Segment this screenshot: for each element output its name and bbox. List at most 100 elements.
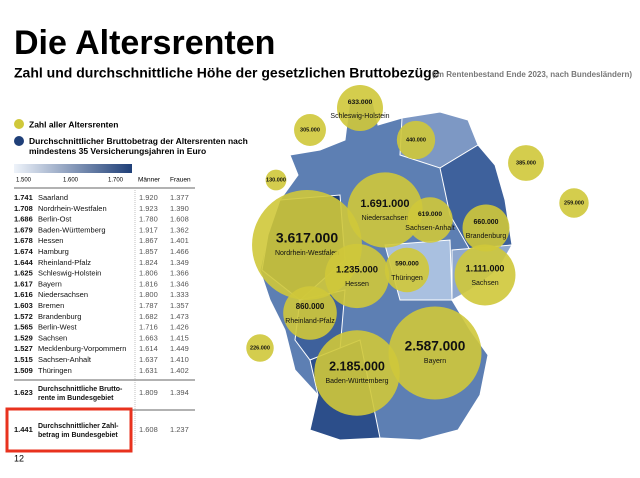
amount: 1.674 <box>14 247 34 256</box>
state-name: Berlin-Ost <box>38 215 72 224</box>
bubble-value: 259.000 <box>564 200 584 206</box>
amount: 1.824 <box>139 258 158 267</box>
amount: 1.362 <box>170 225 189 234</box>
bubble-value: 305.000 <box>300 127 320 133</box>
amount: 1.509 <box>14 366 33 375</box>
bubble <box>246 334 274 362</box>
scale-label: 1.600 <box>63 178 79 184</box>
bubble-value: 860.000 <box>296 302 325 311</box>
amount: 1.441 <box>14 425 33 434</box>
amount: 1.572 <box>14 312 33 321</box>
state-name: Rheinland-Pfalz <box>38 258 91 267</box>
amount: 1.682 <box>139 312 158 321</box>
state-name: Brandenburg <box>38 312 81 321</box>
amount: 1.377 <box>170 193 189 202</box>
state-name: Baden-Württemberg <box>38 225 106 234</box>
amount: 1.631 <box>139 366 158 375</box>
bubble <box>462 204 510 252</box>
bubble-value: 633.000 <box>348 99 373 106</box>
amount: 1.816 <box>139 279 158 288</box>
state-name: Bremen <box>38 301 64 310</box>
bubble <box>347 172 423 248</box>
color-scale <box>14 164 132 173</box>
state-name: Berlin-West <box>38 323 78 332</box>
amount: 1.366 <box>170 269 189 278</box>
bubble-value: 1.235.000 <box>336 265 378 276</box>
amount: 1.515 <box>14 355 33 364</box>
bubble-name: Baden-Württemberg <box>325 378 388 385</box>
amount: 1.346 <box>170 279 189 288</box>
bubble-value: 226.000 <box>250 345 270 351</box>
state-name: Saarland <box>38 193 68 202</box>
bubble <box>337 85 383 131</box>
amount: 1.349 <box>170 258 189 267</box>
bubble-name: Rheinland-Pfalz <box>285 318 335 325</box>
bubble-name: Bayern <box>424 358 446 365</box>
state-name: Mecklenburg-Vorpommern <box>38 344 126 353</box>
state-name: Schleswig-Holstein <box>38 269 101 278</box>
amount: 1.623 <box>14 388 33 397</box>
amount: 1.390 <box>170 204 189 213</box>
state-name: Nordrhein-Westfalen <box>38 204 107 213</box>
bubble <box>324 243 390 309</box>
bubble-name: Nordrhein-Westfalen <box>275 250 339 257</box>
amount: 1.603 <box>14 301 33 310</box>
highlight <box>5 407 133 453</box>
bubble-name: Schleswig-Holstein <box>330 113 389 120</box>
bubble-value: 1.691.000 <box>360 198 409 210</box>
bubble-name: Thüringen <box>391 275 423 282</box>
bubble-value: 2.587.000 <box>405 339 466 354</box>
amount: 1.806 <box>139 269 158 278</box>
amount: 1.394 <box>170 388 189 397</box>
title: Die Altersrenten <box>14 24 275 62</box>
bubble-value: 660.000 <box>474 219 499 226</box>
amount: 1.527 <box>14 344 33 353</box>
amount: 1.787 <box>139 301 158 310</box>
amount: 1.426 <box>170 323 189 332</box>
bubble-name: Hessen <box>345 281 369 288</box>
amount: 1.917 <box>139 225 158 234</box>
amount: 1.678 <box>14 236 33 245</box>
amount: 1.608 <box>170 215 189 224</box>
state-name: Hamburg <box>38 247 69 256</box>
bubble <box>508 145 544 181</box>
amount: 1.614 <box>139 344 158 353</box>
amount: 1.357 <box>170 301 189 310</box>
bubble <box>283 286 337 340</box>
amount: 1.466 <box>170 247 189 256</box>
amount: 1.617 <box>14 279 33 288</box>
bubble <box>407 197 453 243</box>
bubble-value: 385.000 <box>516 160 536 166</box>
amount: 1.663 <box>139 333 158 342</box>
amount: 1.780 <box>139 215 158 224</box>
amount: 1.809 <box>139 388 158 397</box>
bubble <box>559 188 589 218</box>
amount: 1.867 <box>139 236 158 245</box>
legend-dot <box>14 119 24 129</box>
amount: 1.401 <box>170 236 189 245</box>
amount: 1.920 <box>139 193 158 202</box>
amount: 1.741 <box>14 193 33 202</box>
amount: 1.616 <box>14 290 33 299</box>
subtitle-note: (im Rentenbestand Ende 2023, nach Bundes… <box>432 70 632 79</box>
state-name: Sachsen-Anhalt <box>38 355 92 364</box>
bubble-value: 1.111.000 <box>466 263 505 273</box>
scale-label: 1.700 <box>108 178 124 184</box>
summary-label: Durchschnittliche Brutto-rente im Bundes… <box>38 386 123 402</box>
bubble <box>265 169 287 191</box>
bubble <box>384 247 430 293</box>
amount: 1.410 <box>170 355 189 364</box>
bubble-name: Brandenburg <box>466 233 507 240</box>
amount: 1.333 <box>170 290 189 299</box>
summary-label: Durchschnittlicher Zahl-betrag im Bundes… <box>38 423 119 439</box>
col-women: Frauen <box>170 177 191 184</box>
amount: 1.857 <box>139 247 158 256</box>
bubble-value: 3.617.000 <box>276 230 338 246</box>
amount: 1.686 <box>14 215 33 224</box>
bubble <box>396 120 436 160</box>
bubble-value: 590.000 <box>395 261 419 268</box>
amount: 1.237 <box>170 425 189 434</box>
amount: 1.679 <box>14 225 33 234</box>
legend-count: Zahl aller Altersrenten <box>29 119 118 129</box>
